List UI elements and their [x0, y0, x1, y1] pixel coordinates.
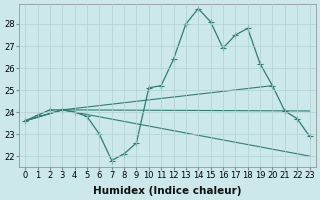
- X-axis label: Humidex (Indice chaleur): Humidex (Indice chaleur): [93, 186, 242, 196]
